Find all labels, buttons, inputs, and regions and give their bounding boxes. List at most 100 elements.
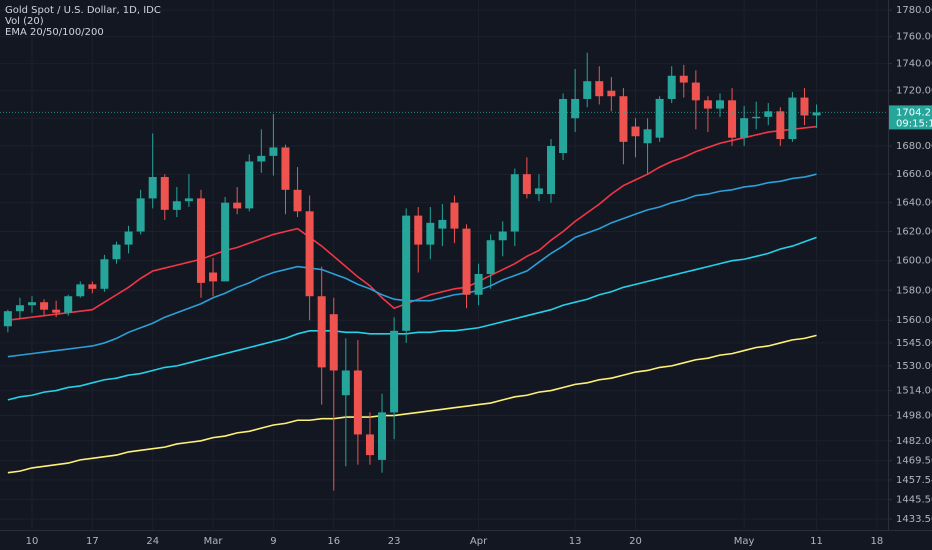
candle-body [136, 198, 145, 232]
candle-body [522, 174, 531, 195]
candle-body [124, 231, 133, 245]
y-tick-label: 1530.00 [896, 361, 932, 372]
candle-body [40, 302, 49, 310]
candle-body [3, 311, 12, 327]
candle-body [438, 219, 447, 229]
candle-body [402, 215, 411, 331]
x-tick-label: 17 [86, 536, 99, 547]
candle-body [728, 100, 737, 138]
candle-body [691, 82, 700, 101]
candle-body [281, 147, 290, 190]
candle-body [752, 116, 761, 119]
candle-body [52, 309, 61, 313]
candle-body [462, 228, 471, 295]
y-tick-label: 1760.00 [896, 32, 932, 43]
x-tick-label: 16 [327, 536, 340, 547]
y-tick-label: 1457.54 [896, 475, 932, 486]
indicator-label: EMA 20/50/100/200 [5, 27, 104, 38]
ema-line [7, 173, 817, 358]
candle-body [148, 177, 157, 199]
candle-body [571, 98, 580, 119]
ema-line [7, 236, 817, 401]
x-tick-label: 10 [26, 536, 39, 547]
y-tick-label: 1660.00 [896, 169, 932, 180]
candle-body [595, 81, 604, 97]
y-tick-label: 1720.00 [896, 86, 932, 97]
candle-body [172, 201, 181, 210]
candle-body [88, 284, 97, 289]
candle-body [353, 370, 362, 435]
candle-body [740, 118, 749, 138]
candle-body [812, 112, 821, 116]
y-tick-label: 1780.00 [896, 5, 932, 16]
candle-body [196, 198, 205, 283]
y-tick-label: 1433.50 [896, 514, 932, 525]
symbol-title: Gold Spot / U.S. Dollar, 1D, IDC [5, 5, 161, 16]
x-tick-label: May [734, 536, 755, 547]
y-tick-label: 1560.00 [896, 315, 932, 326]
candle-body [209, 272, 218, 282]
candle-body [100, 259, 109, 289]
candle-body [619, 96, 628, 142]
candle-body [426, 222, 435, 245]
candle-body [64, 296, 73, 313]
candle-body [28, 302, 36, 306]
x-tick-label: Mar [204, 536, 224, 547]
last-price-label: 1704.21 [896, 107, 932, 118]
candle-body [631, 126, 640, 137]
y-tick-label: 1482.00 [896, 436, 932, 447]
x-tick-label: 20 [629, 536, 642, 547]
x-tick-label: 23 [388, 536, 401, 547]
candle-body [667, 75, 676, 99]
candle-body [221, 202, 230, 282]
volume-label: Vol (20) [5, 16, 44, 27]
x-tick-label: 9 [270, 536, 276, 547]
y-tick-label: 1640.00 [896, 198, 932, 209]
candle-body [257, 155, 266, 162]
y-tick-label: 1469.50 [896, 456, 932, 467]
x-tick-label: 24 [146, 536, 159, 547]
x-tick-label: Apr [470, 536, 488, 547]
candle-body [76, 284, 85, 297]
candle-body [788, 97, 797, 140]
x-tick-label: 11 [810, 536, 823, 547]
candle-body [414, 215, 423, 245]
candle-body [245, 161, 254, 209]
axes: 1780.001760.001740.001720.001700.001680.… [26, 5, 932, 547]
y-tick-label: 1680.00 [896, 141, 932, 152]
candle-body [510, 174, 519, 232]
grid [0, 0, 888, 530]
candle-body [160, 177, 169, 210]
candle-body [269, 147, 278, 156]
y-tick-label: 1498.00 [896, 411, 932, 422]
candle-body [293, 189, 302, 212]
candle-body [329, 314, 338, 371]
candle-body [583, 81, 592, 99]
candle-body [800, 97, 809, 116]
candle-body [390, 330, 399, 413]
plot-area [0, 52, 888, 491]
candle-body [715, 100, 724, 109]
candle-body [474, 273, 483, 295]
candle-body [679, 75, 688, 83]
y-tick-label: 1580.00 [896, 285, 932, 296]
candle-body [534, 188, 543, 195]
candle-body [547, 146, 556, 195]
candle-body [15, 305, 24, 312]
candle-body [305, 211, 314, 297]
candle-body [776, 111, 785, 140]
x-tick-label: 13 [569, 536, 582, 547]
y-tick-label: 1600.00 [896, 256, 932, 267]
candle-body [703, 100, 712, 109]
candle-body [184, 198, 193, 202]
candle-body [498, 231, 507, 241]
y-tick-label: 1620.00 [896, 227, 932, 238]
candle-body [655, 98, 664, 138]
last-price-box [889, 105, 932, 130]
candle-body [643, 129, 652, 144]
candle-body [764, 111, 773, 117]
candle-body [112, 244, 121, 260]
candle-body [378, 412, 387, 460]
y-tick-label: 1445.50 [896, 494, 932, 505]
